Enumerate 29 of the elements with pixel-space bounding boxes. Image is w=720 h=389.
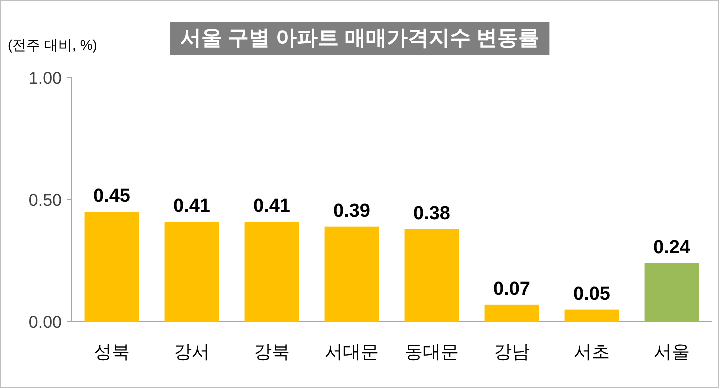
bar bbox=[484, 304, 540, 322]
data-label: 0.41 bbox=[254, 196, 291, 217]
y-tick-label: 0.50 bbox=[28, 191, 62, 210]
bar bbox=[644, 263, 700, 322]
x-tick-label: 서초 bbox=[574, 342, 610, 362]
x-tick-label: 강남 bbox=[494, 342, 530, 362]
bar bbox=[164, 222, 220, 322]
x-tick-label: 동대문 bbox=[405, 342, 459, 362]
bar bbox=[404, 229, 460, 322]
data-label: 0.05 bbox=[574, 284, 611, 305]
data-label: 0.39 bbox=[334, 200, 370, 222]
bar bbox=[324, 226, 380, 322]
data-label: 0.24 bbox=[654, 237, 691, 258]
data-label: 0.45 bbox=[94, 186, 131, 208]
bar bbox=[564, 310, 620, 322]
y-axis-title: (전주 대비, %) bbox=[8, 37, 98, 53]
x-tick-label: 성북 bbox=[94, 342, 130, 362]
x-tick-label: 강북 bbox=[254, 342, 290, 362]
chart-title: 서울 구별 아파트 매매가격지수 변동률 bbox=[180, 27, 540, 50]
x-tick-label: 서대문 bbox=[325, 342, 379, 362]
data-label: 0.38 bbox=[414, 203, 450, 224]
data-label: 0.41 bbox=[174, 196, 211, 217]
bar bbox=[84, 212, 140, 322]
bar bbox=[244, 222, 300, 322]
y-tick-label: 0.00 bbox=[28, 313, 62, 332]
x-tick-label: 강서 bbox=[174, 342, 210, 362]
x-tick-label: 서울 bbox=[654, 342, 690, 362]
y-tick-label: 1.00 bbox=[28, 69, 62, 88]
data-label: 0.07 bbox=[494, 278, 530, 300]
